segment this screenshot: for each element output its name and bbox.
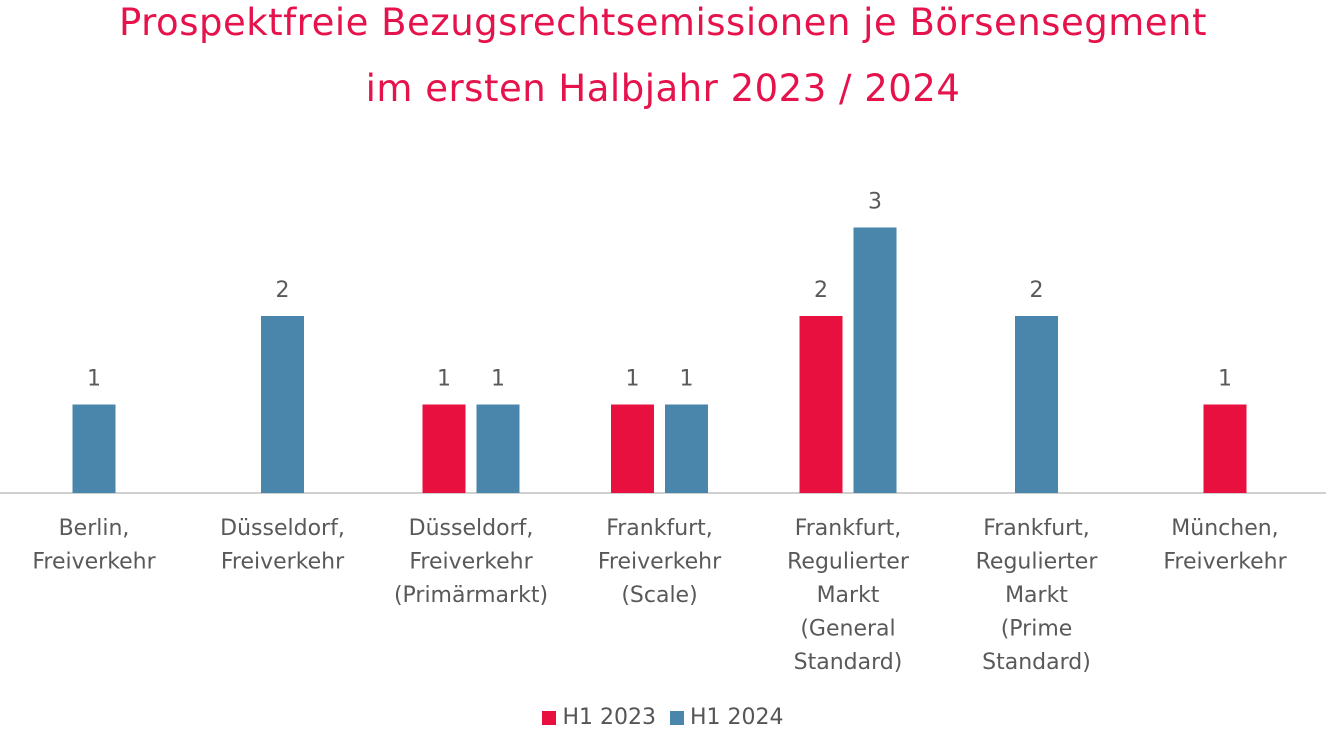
data-label: 1 [437,367,451,392]
bar-h1-2023-6 [1203,404,1247,493]
category-label: Berlin, Freiverkehr [32,516,156,575]
data-label: 2 [276,278,290,303]
legend: H1 2023 H1 2024 [0,705,1326,730]
bar-h1-2023-3 [611,404,654,493]
chart-subtitle: im ersten Halbjahr 2023 / 2024 [365,67,961,110]
chart-title: Prospektfreie Bezugsrechtsemissionen je … [119,1,1207,44]
data-label: 1 [87,367,101,392]
category-label: Düsseldorf, Freiverkehr (Primärmarkt) [394,516,548,608]
data-label: 2 [1030,278,1044,303]
category-label: Düsseldorf, Freiverkehr [220,516,345,575]
bar-h1-2024-0 [72,404,116,493]
data-label: 3 [868,190,882,215]
bar-h1-2024-3 [665,404,708,493]
legend-label-h1-2024: H1 2024 [690,705,784,730]
bar-h1-2024-4 [853,227,897,493]
bar-h1-2024-2 [476,404,520,493]
data-label: 2 [814,278,828,303]
legend-item-h1-2023: H1 2023 [542,705,656,730]
category-label: Frankfurt, Freiverkehr (Scale) [598,516,722,608]
category-label: Frankfurt, Regulierter Markt (Prime Standard… [976,516,1099,675]
legend-label-h1-2023: H1 2023 [562,705,656,730]
data-label: 1 [1218,367,1232,392]
legend-item-h1-2024: H1 2024 [670,705,784,730]
data-label: 1 [491,367,505,392]
data-label: 1 [680,367,694,392]
bar-h1-2024-5 [1015,316,1058,493]
category-label: Frankfurt, Regulierter Markt (General Standa… [787,516,910,675]
bar-h1-2024-1 [261,316,304,493]
legend-swatch-h1-2023 [542,710,557,725]
bar-h1-2023-2 [422,404,466,493]
data-label: 1 [626,367,640,392]
legend-swatch-h1-2024 [670,710,684,725]
bar-chart: 1 Berlin, Freiverkehr 2 Düsseldorf, Freiverke… [0,190,1326,675]
bar-h1-2023-4 [799,316,843,493]
category-label: München, Freiverkehr [1163,516,1287,575]
